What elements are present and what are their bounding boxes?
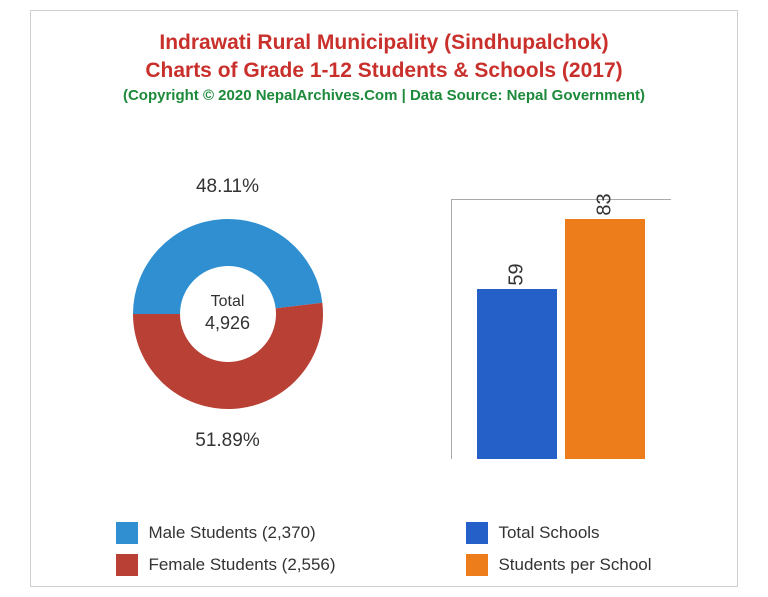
legend-swatch	[116, 554, 138, 576]
donut-chart: 48.11% Total 4,926 51.89%	[78, 154, 378, 474]
copyright-line: (Copyright © 2020 NepalArchives.Com | Da…	[51, 86, 717, 106]
bar-value-label-1: 83	[594, 193, 617, 215]
legend-item: Male Students (2,370)	[116, 522, 335, 544]
bar-value-label-0: 59	[506, 263, 529, 285]
legend-label: Total Schools	[498, 523, 599, 543]
chart-container: Indrawati Rural Municipality (Sindhupalc…	[30, 10, 738, 587]
legend-row: Male Students (2,370) Female Students (2,…	[31, 522, 737, 576]
legend-item: Total Schools	[466, 522, 651, 544]
bar-chart: 5983	[431, 169, 691, 459]
title-line-1: Indrawati Rural Municipality (Sindhupalc…	[51, 29, 717, 57]
donut-percent-female: 51.89%	[195, 430, 259, 452]
donut-center: Total 4,926	[205, 291, 250, 335]
donut-total-label: Total	[205, 291, 250, 312]
title-block: Indrawati Rural Municipality (Sindhupalc…	[31, 11, 737, 112]
legend-item: Female Students (2,556)	[116, 554, 335, 576]
charts-row: 48.11% Total 4,926 51.89% 5983	[31, 131, 737, 496]
legend-label: Students per School	[498, 555, 651, 575]
donut-total-value: 4,926	[205, 312, 250, 335]
legend-swatch	[466, 554, 488, 576]
legend-label: Male Students (2,370)	[148, 523, 315, 543]
donut-percent-male: 48.11%	[196, 176, 259, 198]
legend-swatch	[466, 522, 488, 544]
legend-left: Male Students (2,370) Female Students (2,…	[116, 522, 335, 576]
title-line-2: Charts of Grade 1-12 Students & Schools …	[51, 57, 717, 85]
legend-swatch	[116, 522, 138, 544]
legend-item: Students per School	[466, 554, 651, 576]
bar-1: 83	[565, 219, 645, 459]
legend-label: Female Students (2,556)	[148, 555, 335, 575]
legend-right: Total Schools Students per School	[466, 522, 651, 576]
bar-0: 59	[477, 289, 557, 459]
bar-plot-area: 5983	[451, 199, 671, 459]
